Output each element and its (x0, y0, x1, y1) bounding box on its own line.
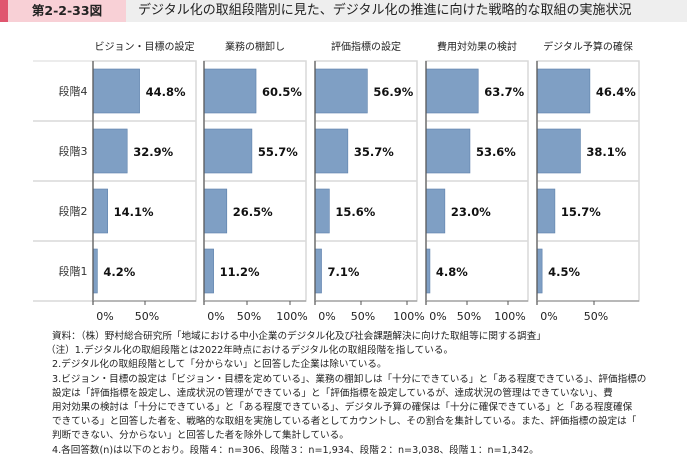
note-1: （注）1.デジタル化の取組段階とは2022年時点におけるデジタル化の取組段階を指… (46, 345, 454, 357)
bar (203, 128, 253, 174)
bar (92, 188, 108, 234)
bar (536, 68, 591, 114)
data-label: 56.9% (373, 85, 413, 99)
note-3c: 用対効果の検討は「十分にできている」と「ある程度できている」、デジタル予算の確保… (52, 402, 633, 414)
data-label: 15.6% (335, 205, 375, 219)
row-label: 段階4 (59, 84, 88, 98)
bar (314, 188, 330, 234)
bar (536, 248, 543, 294)
bar (92, 128, 128, 174)
bar (536, 188, 556, 234)
x-tick-label: 0% (429, 310, 446, 323)
bar (92, 68, 140, 114)
panel-title: ビジョン・目標の設定 (95, 40, 195, 53)
data-label: 32.9% (133, 145, 173, 159)
x-tick-label: 100% (276, 310, 307, 323)
row-label: 段階2 (59, 204, 88, 218)
data-label: 46.4% (596, 85, 636, 99)
figure-header: 第2-2-33図 デジタル化の取組段階別に見た、デジタル化の推進に向けた戦略的な… (0, 0, 687, 22)
bar (203, 188, 228, 234)
note-2: 2.デジタル化の取組段階として「分からない」と回答した企業は除いている。 (52, 359, 387, 371)
bar (425, 68, 479, 114)
bar (314, 128, 349, 174)
x-tick-label: 50% (584, 310, 608, 323)
data-label: 55.7% (258, 145, 298, 159)
header-accent (0, 0, 8, 22)
x-tick-label: 0% (96, 310, 113, 323)
notes: 資料：（株）野村総合研究所「地域における中小企業のデジタル化及び社会課題解決に向… (46, 330, 682, 458)
data-label: 35.7% (354, 145, 394, 159)
x-tick-label: 100% (494, 310, 525, 323)
note-3b: 設定は「評価指標を設定し、達成状況の管理ができている」と「評価指標を設定している… (52, 387, 613, 399)
data-label: 14.1% (114, 205, 154, 219)
bar (92, 248, 98, 294)
data-label: 63.7% (484, 85, 524, 99)
data-label: 38.1% (586, 145, 626, 159)
data-label: 23.0% (451, 205, 491, 219)
note-4: 4.各回答数(n)は以下のとおり。段階４：n=306、段階３：n=1,934、段… (52, 444, 539, 456)
note-source: 資料：（株）野村総合研究所「地域における中小企業のデジタル化及び社会課題解決に向… (52, 331, 546, 342)
figure-title: デジタル化の取組段階別に見た、デジタル化の推進に向けた戦略的な取組の実施状況 (138, 3, 632, 18)
x-tick-label: 50% (237, 310, 261, 323)
note-3e: 判断できない、分からない」と回答した者を除外して集計している。 (52, 430, 349, 442)
x-tick-label: 50% (351, 310, 375, 323)
bar (314, 248, 322, 294)
panel-title: 業務の棚卸し (225, 40, 285, 53)
x-tick-label: 0% (318, 310, 335, 323)
data-label: 44.8% (146, 85, 186, 99)
x-tick-label: 0% (207, 310, 224, 323)
data-label: 4.2% (103, 265, 135, 279)
note-3a: 3.ビジョン・目標の設定は「ビジョン・目標を定めている」、業務の棚卸しは「十分に… (52, 373, 647, 385)
bar (203, 248, 214, 294)
figure-number: 第2-2-33図 (8, 0, 126, 22)
data-label: 26.5% (233, 205, 273, 219)
bar-chart-panels: 段階4 段階3 段階2 段階1 ビジョン・目標の設定 44.8% 32.9% 14.1% 4.2… (33, 40, 640, 323)
x-tick-label: 50% (135, 310, 159, 323)
data-label: 60.5% (262, 85, 302, 99)
bar (425, 128, 471, 174)
data-label: 11.2% (220, 265, 260, 279)
row-label: 段階1 (59, 264, 88, 278)
note-3d: できている」と回答した者を、戦略的な取組を実施している者としてカウントし、その割… (52, 416, 637, 428)
row-label: 段階3 (59, 144, 88, 158)
panel-title: 評価指標の設定 (331, 40, 401, 53)
x-tick-label: 50% (457, 310, 481, 323)
bar (203, 68, 257, 114)
bar (314, 68, 368, 114)
data-label: 15.7% (561, 205, 601, 219)
panel-title: 費用対効果の検討 (437, 40, 517, 53)
panel-title: デジタル予算の確保 (543, 40, 633, 53)
bar (536, 128, 581, 174)
data-label: 4.8% (436, 265, 468, 279)
data-label: 4.5% (548, 265, 580, 279)
x-tick-label: 0% (540, 310, 557, 323)
data-label: 7.1% (328, 265, 360, 279)
x-tick-label: 100% (393, 310, 424, 323)
data-label: 53.6% (476, 145, 516, 159)
bar (425, 188, 446, 234)
